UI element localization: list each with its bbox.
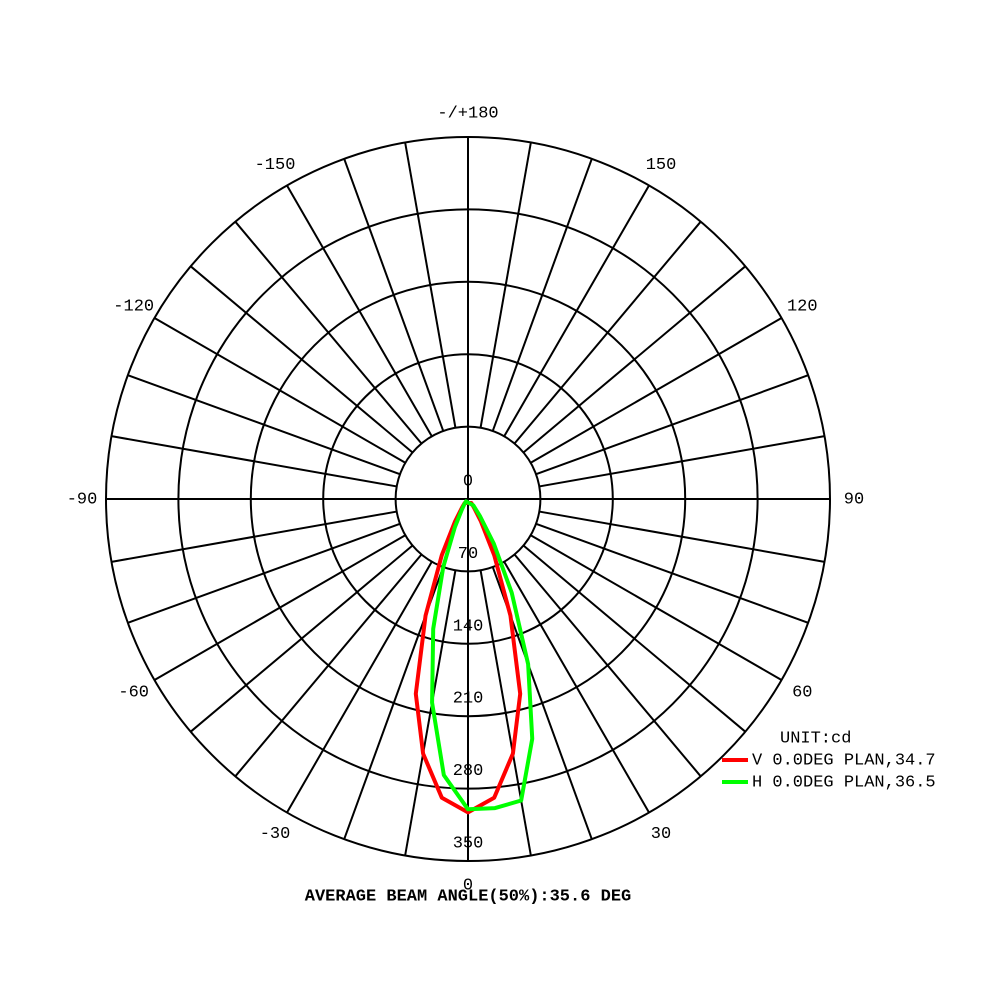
angle-tick-label: 120 xyxy=(787,297,818,316)
angle-tick-label: 60 xyxy=(792,683,812,702)
angle-tick-label: -60 xyxy=(118,683,149,702)
radial-tick-label: 0 xyxy=(463,472,473,491)
angle-tick-label: -90 xyxy=(67,490,98,509)
series-line xyxy=(430,499,535,812)
grid-circle xyxy=(177,208,759,790)
grid-circle xyxy=(394,425,542,573)
radial-tick-label: 280 xyxy=(453,762,484,781)
angle-tick-label: 30 xyxy=(651,825,671,844)
footer: AVERAGE BEAM ANGLE(50%):35.6 DEG xyxy=(305,887,631,906)
angle-tick-label: -150 xyxy=(255,156,296,175)
angle-tick-label: 90 xyxy=(844,490,864,509)
angle-tick-label: -120 xyxy=(113,297,154,316)
unit-label: UNIT:cd xyxy=(780,729,851,748)
radial-tick-label: 350 xyxy=(453,834,484,853)
grid-circle xyxy=(322,353,614,645)
radial-tick-label: 210 xyxy=(453,690,484,709)
radial-tick-label: 70 xyxy=(458,545,478,564)
grid-circle xyxy=(105,136,831,862)
angle-tick-label: -30 xyxy=(260,825,291,844)
legend-label: V 0.0DEG PLAN,34.7 xyxy=(752,751,936,770)
angle-tick-label: -/+180 xyxy=(437,104,498,123)
radial-tick-label: 140 xyxy=(453,617,484,636)
angle-tick-label: 150 xyxy=(646,156,677,175)
grid-circle xyxy=(249,280,687,718)
angle-tick-label: 0 xyxy=(463,876,473,895)
legend-label: H 0.0DEG PLAN,36.5 xyxy=(752,773,936,792)
